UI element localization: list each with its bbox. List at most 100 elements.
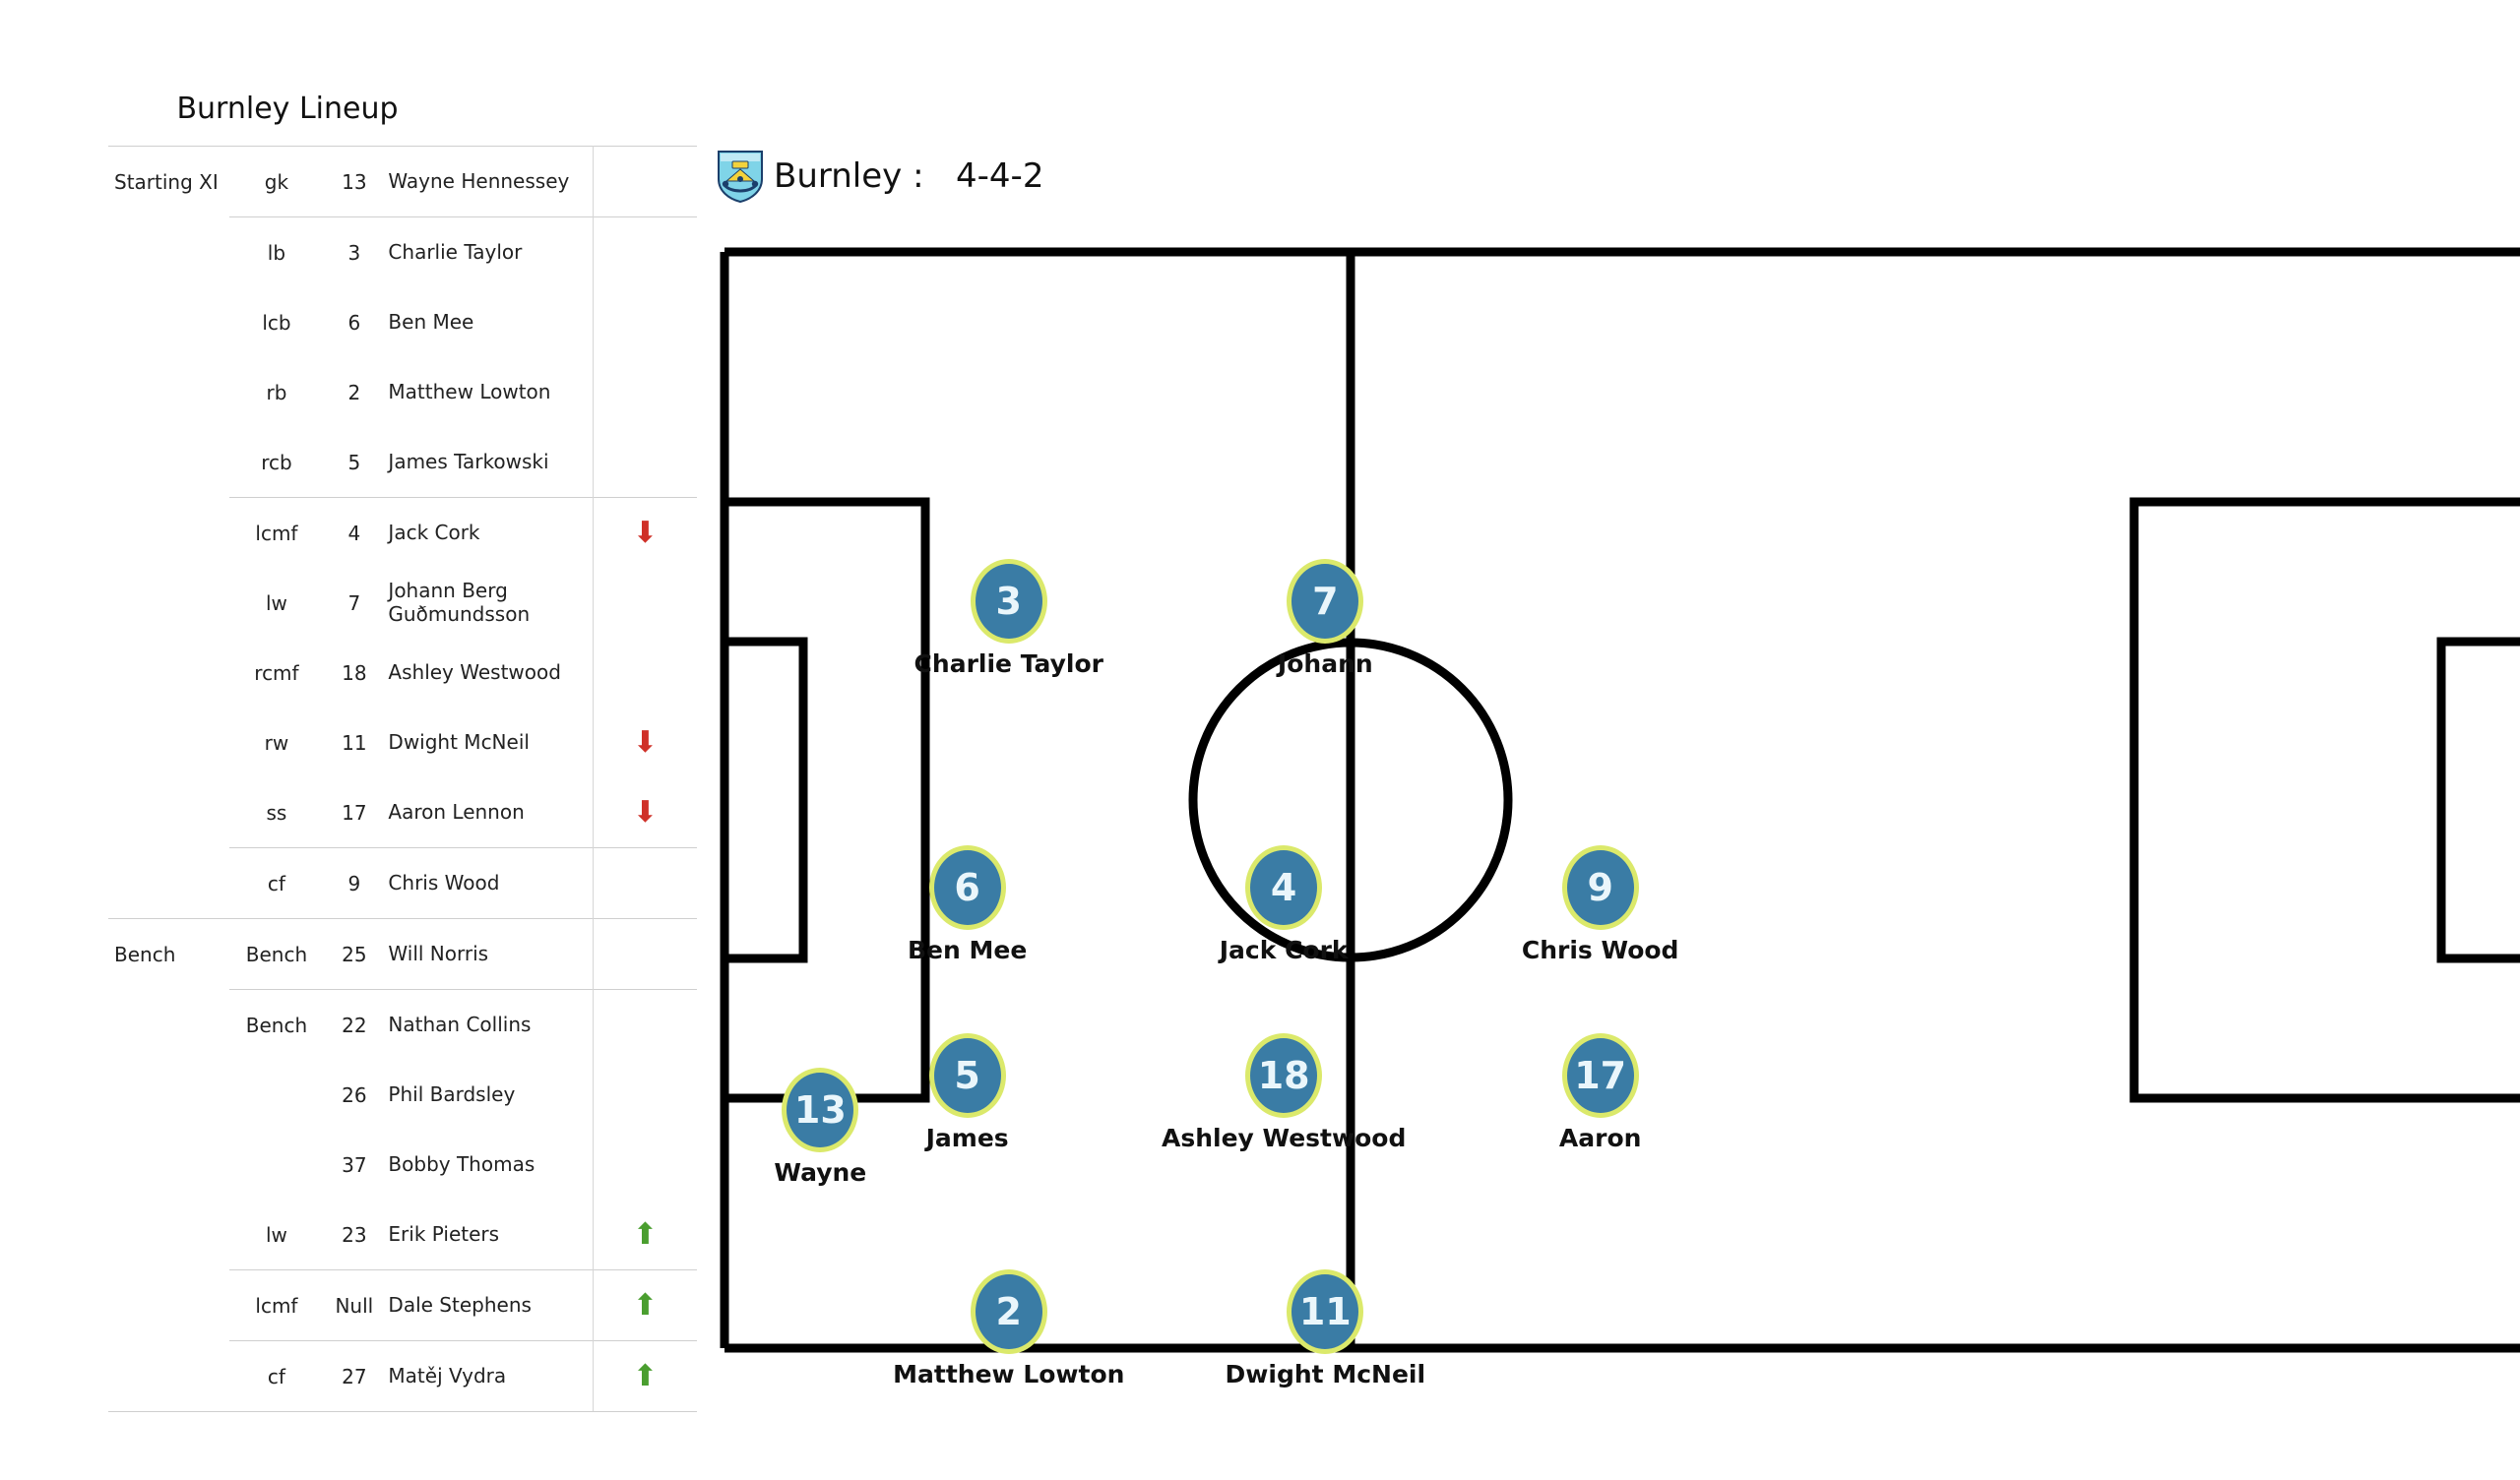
row-position: rcb: [261, 450, 292, 474]
player-marker[interactable]: 11 Dwight McNeil: [1226, 1269, 1425, 1388]
row-group-label: [108, 498, 229, 569]
player-shirt-number: 17: [1561, 1033, 1639, 1119]
player-marker[interactable]: 5 James: [926, 1033, 1009, 1152]
player-marker[interactable]: 9 Chris Wood: [1522, 844, 1678, 964]
arrow-down-icon: ⬇: [593, 497, 697, 568]
arrow-up-icon: ⬆: [593, 1269, 697, 1341]
table-row[interactable]: lcmf Null Dale Stephens ⬆: [108, 1269, 697, 1341]
row-shirt-number: 26: [342, 1082, 367, 1107]
row-shirt-number: 9: [324, 847, 385, 919]
player-marker[interactable]: 6 Ben Mee: [908, 844, 1027, 964]
player-shirt-number: 5: [928, 1033, 1006, 1119]
row-position: ss: [266, 800, 287, 825]
row-group-label: [108, 357, 229, 427]
arrow-up-icon: ⬆: [593, 1340, 697, 1412]
player-shirt-number: 2: [970, 1269, 1047, 1355]
row-group-label: [108, 1270, 229, 1341]
table-row[interactable]: Starting XI gk 13 Wayne Hennessey: [108, 146, 697, 217]
row-shirt-number: 25: [324, 918, 385, 990]
row-position: [229, 1060, 325, 1130]
table-row[interactable]: rcb 5 James Tarkowski: [108, 427, 697, 498]
pitch-title: Burnley : 4-4-2: [774, 156, 1043, 196]
arrow-down-icon: ⬇: [632, 724, 659, 760]
table-row[interactable]: rb 2 Matthew Lowton: [108, 357, 697, 427]
row-player-name: Dale Stephens: [384, 1269, 594, 1341]
row-position: cf: [228, 1340, 325, 1412]
row-sub-indicator-empty: [593, 1130, 697, 1200]
row-position: lw: [265, 1222, 287, 1247]
table-row[interactable]: lb 3 Charlie Taylor: [108, 216, 697, 288]
row-shirt-number: 7: [347, 590, 361, 615]
row-player-name: Aaron Lennon: [384, 777, 594, 848]
player-name-label: Ashley Westwood: [1161, 1124, 1407, 1153]
row-player-name: Phil Bardsley: [384, 1060, 594, 1130]
player-shirt-number: 6: [928, 844, 1006, 930]
table-row[interactable]: rw 11 Dwight McNeil ⬇: [108, 708, 697, 777]
row-sub-indicator-empty: [593, 146, 697, 217]
row-player-name: Wayne Hennessey: [384, 146, 594, 217]
row-player-name: Johann Berg Guðmundsson: [384, 568, 594, 638]
row-group-label: [108, 217, 229, 288]
table-row[interactable]: 37 Bobby Thomas: [108, 1130, 697, 1200]
table-row[interactable]: 26 Phil Bardsley: [108, 1060, 697, 1130]
player-shirt-number: 9: [1561, 844, 1639, 930]
row-shirt-number: 3: [324, 216, 385, 287]
player-shirt-number: 18: [1245, 1033, 1323, 1119]
table-row[interactable]: rcmf 18 Ashley Westwood: [108, 638, 697, 708]
row-position: cf: [228, 847, 325, 919]
table-row[interactable]: cf 9 Chris Wood: [108, 847, 697, 919]
table-row[interactable]: lw 23 Erik Pieters ⬆: [108, 1200, 697, 1270]
row-position: [229, 1130, 325, 1200]
row-shirt-number: 6: [347, 310, 361, 335]
row-position: rw: [264, 730, 289, 755]
pitch-panel: Burnley : 4-4-2 13 Wayne 3 Charlie Taylor 6 B…: [701, 0, 2520, 1480]
player-marker[interactable]: 17 Aaron: [1559, 1033, 1641, 1152]
row-group-label: [108, 427, 229, 498]
player-marker[interactable]: 4 Jack Cork: [1220, 844, 1349, 964]
row-sub-indicator-empty: [593, 568, 697, 638]
row-group-label: [108, 1340, 229, 1412]
player-name-label: Matthew Lowton: [893, 1360, 1125, 1389]
table-row[interactable]: ss 17 Aaron Lennon ⬇: [108, 777, 697, 848]
lineup-table: Starting XI gk 13 Wayne Hennessey lb 3 Charlie…: [108, 146, 697, 1412]
table-row[interactable]: Bench 22 Nathan Collins: [108, 989, 697, 1061]
row-sub-indicator-empty: [593, 216, 697, 287]
row-group-label: Starting XI: [108, 146, 229, 217]
player-marker[interactable]: 13 Wayne: [774, 1067, 866, 1187]
row-position: lcmf: [228, 1269, 325, 1341]
lineup-table-body: Starting XI gk 13 Wayne Hennessey lb 3 Charlie…: [108, 146, 697, 1412]
row-player-name: Jack Cork: [384, 497, 594, 568]
table-row[interactable]: cf 27 Matěj Vydra ⬆: [108, 1340, 697, 1412]
table-row[interactable]: Bench Bench 25 Will Norris: [108, 918, 697, 990]
row-player-name: Chris Wood: [384, 847, 594, 919]
row-shirt-number: 37: [342, 1152, 367, 1177]
lineup-title: Burnley Lineup: [176, 92, 399, 126]
player-name-label: James: [925, 1124, 1009, 1153]
arrow-down-icon: ⬇: [632, 794, 659, 830]
row-position: lcb: [262, 310, 291, 335]
row-player-name: Will Norris: [384, 918, 594, 990]
row-group-label: [108, 990, 229, 1061]
table-row[interactable]: lcmf 4 Jack Cork ⬇: [108, 497, 697, 569]
row-shirt-number: 27: [324, 1340, 385, 1412]
table-row[interactable]: lcb 6 Ben Mee: [108, 287, 697, 357]
pitch-stage: 13 Wayne 3 Charlie Taylor 6 Ben Mee 5 James 2 Mat…: [717, 244, 2520, 1388]
player-marker[interactable]: 2 Matthew Lowton: [893, 1269, 1124, 1388]
row-sub-indicator-empty: [593, 847, 697, 919]
arrow-up-icon: ⬆: [632, 1216, 659, 1252]
row-group-label: [108, 287, 229, 357]
player-marker[interactable]: 18 Ashley Westwood: [1162, 1033, 1406, 1152]
pitch-team-name: Burnley: [774, 156, 903, 196]
row-shirt-number: Null: [324, 1269, 385, 1341]
row-player-name: Matěj Vydra: [384, 1340, 594, 1412]
player-marker[interactable]: 7 Johann: [1278, 559, 1373, 678]
table-row[interactable]: lw 7 Johann Berg Guðmundsson: [108, 568, 697, 638]
player-marker[interactable]: 3 Charlie Taylor: [914, 559, 1103, 678]
row-position: lcmf: [228, 497, 325, 568]
row-position: rcmf: [254, 660, 299, 685]
player-shirt-number: 13: [782, 1067, 859, 1152]
row-sub-indicator-empty: [593, 427, 697, 498]
row-shirt-number: 23: [342, 1222, 367, 1247]
row-sub-indicator-empty: [593, 287, 697, 357]
row-group-label: [108, 708, 229, 777]
